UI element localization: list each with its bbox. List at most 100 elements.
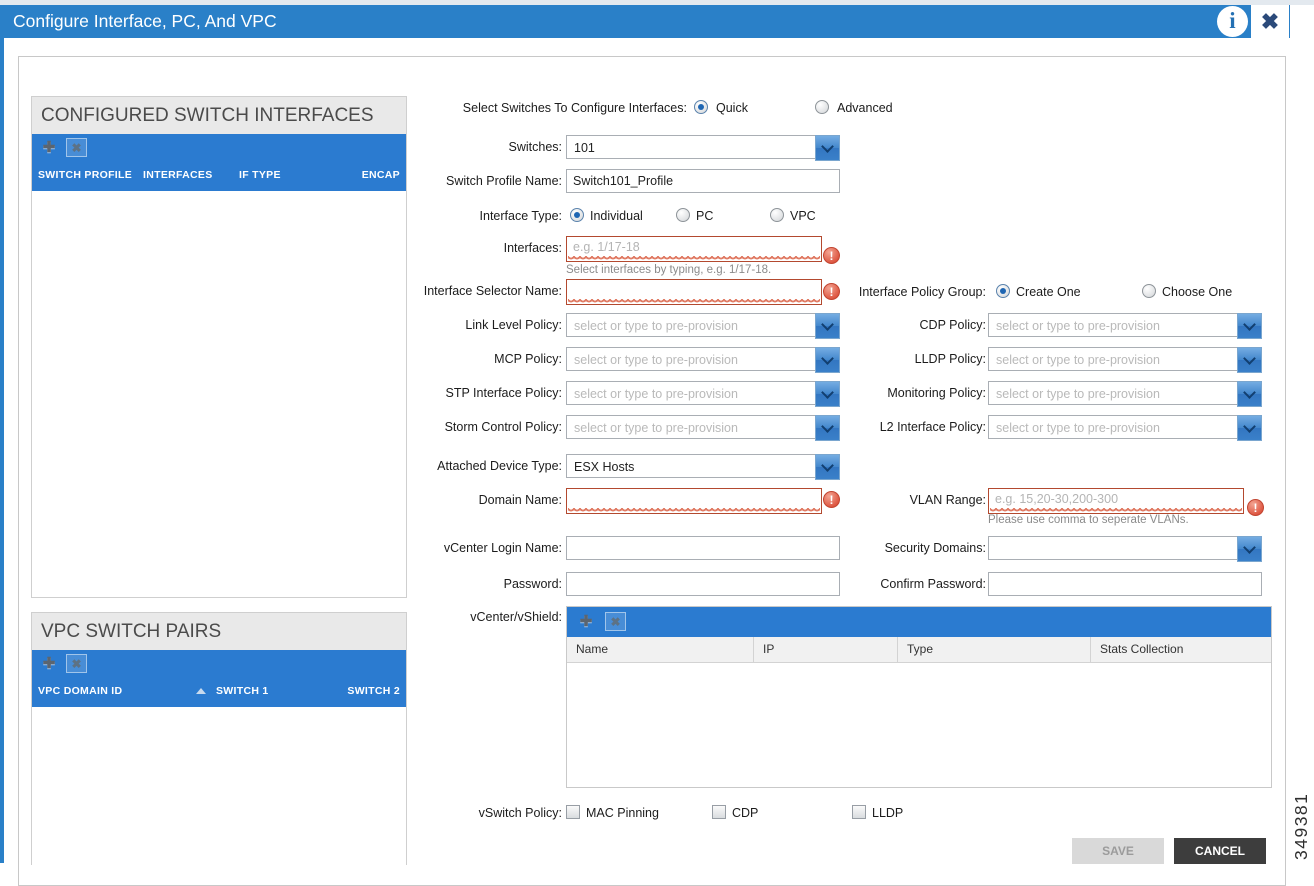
combo-placeholder: select or type to pre-provision — [574, 319, 738, 333]
cdp-checkbox-label[interactable]: CDP — [732, 806, 759, 820]
dropdown-button[interactable] — [1237, 347, 1262, 373]
pc-radio[interactable] — [676, 208, 690, 222]
interface-policy-group-label: Interface Policy Group: — [858, 285, 986, 299]
switches-dropdown[interactable]: 101 — [566, 135, 840, 161]
column-stats-collection[interactable]: Stats Collection — [1100, 642, 1184, 656]
switch-profile-name-label: Switch Profile Name: — [445, 174, 562, 188]
dropdown-button[interactable] — [815, 347, 840, 373]
switches-label: Switches: — [508, 140, 563, 154]
confirm-password-input[interactable] — [988, 572, 1262, 596]
cancel-button[interactable]: CANCEL — [1174, 838, 1266, 864]
monitoring-policy-dropdown[interactable]: select or type to pre-provision — [988, 381, 1262, 407]
info-icon[interactable]: i — [1217, 6, 1248, 37]
add-icon[interactable]: ✚ — [42, 655, 56, 672]
chevron-down-icon — [1243, 420, 1256, 433]
vcenter-login-name-label: vCenter Login Name: — [443, 541, 562, 555]
vcenter-vshield-header-row: Name IP Type Stats Collection — [567, 637, 1271, 663]
switches-value: 101 — [574, 141, 595, 155]
dropdown-button[interactable] — [1237, 536, 1262, 562]
error-icon: ! — [823, 491, 840, 508]
dropdown-button[interactable] — [815, 415, 840, 441]
combo-placeholder: select or type to pre-provision — [996, 421, 1160, 435]
vpc-radio[interactable] — [770, 208, 784, 222]
column-switch-1[interactable]: SWITCH 1 — [216, 685, 269, 697]
column-ip[interactable]: IP — [754, 637, 898, 662]
security-domains-dropdown[interactable] — [988, 536, 1262, 562]
choose-one-radio-label[interactable]: Choose One — [1162, 285, 1233, 299]
interfaces-input[interactable] — [567, 237, 821, 257]
domain-name-input[interactable] — [567, 489, 821, 509]
l2-interface-policy-label: L2 Interface Policy: — [879, 420, 986, 434]
dropdown-button[interactable] — [815, 381, 840, 407]
csi-column-headers: SWITCH PROFILE INTERFACES IF TYPE ENCAP — [32, 162, 406, 191]
create-one-radio[interactable] — [996, 284, 1010, 298]
dropdown-button[interactable] — [815, 454, 840, 480]
vlan-range-label: VLAN Range: — [909, 493, 986, 507]
interface-selector-name-input[interactable] — [567, 280, 821, 300]
storm-control-policy-label: Storm Control Policy: — [444, 420, 562, 434]
pc-radio-label[interactable]: PC — [696, 209, 714, 223]
mac-pinning-checkbox-label[interactable]: MAC Pinning — [586, 806, 659, 820]
password-input[interactable] — [566, 572, 840, 596]
save-button[interactable]: SAVE — [1072, 838, 1164, 864]
vswitch-policy-label: vSwitch Policy: — [478, 806, 562, 820]
error-icon: ! — [823, 247, 840, 264]
top-strip — [0, 0, 1314, 5]
stp-interface-policy-dropdown[interactable]: select or type to pre-provision — [566, 381, 840, 407]
column-interfaces[interactable]: INTERFACES — [143, 169, 213, 181]
link-level-policy-label: Link Level Policy: — [465, 318, 562, 332]
vlan-range-input[interactable] — [989, 489, 1243, 509]
error-icon: ! — [1247, 499, 1264, 516]
cdp-policy-dropdown[interactable]: select or type to pre-provision — [988, 313, 1262, 339]
quick-radio[interactable] — [694, 100, 708, 114]
advanced-radio[interactable] — [815, 100, 829, 114]
dropdown-button[interactable] — [1237, 381, 1262, 407]
add-icon[interactable]: ✚ — [42, 139, 56, 156]
quick-radio-label[interactable]: Quick — [716, 101, 748, 115]
column-name[interactable]: Name — [567, 637, 754, 662]
column-type[interactable]: Type — [898, 637, 1091, 662]
delete-icon[interactable]: ✖ — [66, 138, 87, 157]
lldp-checkbox-label[interactable]: LLDP — [872, 806, 904, 820]
vpc-radio-label[interactable]: VPC — [790, 209, 816, 223]
individual-radio[interactable] — [570, 208, 584, 222]
cdp-checkbox[interactable] — [712, 805, 726, 819]
column-switch-2[interactable]: SWITCH 2 — [347, 685, 400, 697]
lldp-checkbox[interactable] — [852, 805, 866, 819]
dropdown-button[interactable] — [815, 135, 840, 161]
column-vpc-domain-id[interactable]: VPC DOMAIN ID — [38, 685, 123, 697]
l2-interface-policy-dropdown[interactable]: select or type to pre-provision — [988, 415, 1262, 441]
chevron-down-icon — [1243, 386, 1256, 399]
link-level-policy-dropdown[interactable]: select or type to pre-provision — [566, 313, 840, 339]
vcenter-login-name-input[interactable] — [566, 536, 840, 560]
choose-one-radio[interactable] — [1142, 284, 1156, 298]
close-icon[interactable]: ✖ — [1251, 5, 1289, 38]
vpc-switch-pairs-panel: VPC SWITCH PAIRS ✚ ✖ VPC DOMAIN ID SWITC… — [31, 612, 407, 865]
advanced-radio-label[interactable]: Advanced — [837, 101, 893, 115]
interface-selector-name-label: Interface Selector Name: — [423, 284, 562, 298]
mac-pinning-checkbox[interactable] — [566, 805, 580, 819]
dropdown-button[interactable] — [1237, 415, 1262, 441]
vpc-toolbar: ✚ ✖ — [32, 650, 406, 678]
delete-icon[interactable]: ✖ — [66, 654, 87, 673]
dropdown-button[interactable] — [1237, 313, 1262, 339]
vpc-column-headers: VPC DOMAIN ID SWITCH 1 SWITCH 2 — [32, 678, 406, 707]
lldp-policy-dropdown[interactable]: select or type to pre-provision — [988, 347, 1262, 373]
vcenter-vshield-label: vCenter/vShield: — [470, 610, 562, 624]
add-icon[interactable]: ✚ — [579, 613, 593, 630]
switch-profile-name-input[interactable] — [566, 169, 840, 193]
dropdown-button[interactable] — [815, 313, 840, 339]
create-one-radio-label[interactable]: Create One — [1016, 285, 1081, 299]
vlan-range-field — [988, 488, 1244, 514]
mcp-policy-dropdown[interactable]: select or type to pre-provision — [566, 347, 840, 373]
individual-radio-label[interactable]: Individual — [590, 209, 643, 223]
combo-placeholder: select or type to pre-provision — [996, 387, 1160, 401]
attached-device-type-dropdown[interactable]: ESX Hosts — [566, 454, 840, 480]
column-if-type[interactable]: IF TYPE — [239, 169, 281, 181]
figure-number: 349381 — [1291, 792, 1311, 860]
column-switch-profile[interactable]: SWITCH PROFILE — [38, 169, 133, 181]
combo-placeholder: select or type to pre-provision — [996, 319, 1160, 333]
delete-icon[interactable]: ✖ — [605, 612, 626, 631]
column-encap[interactable]: ENCAP — [361, 169, 400, 181]
storm-control-policy-dropdown[interactable]: select or type to pre-provision — [566, 415, 840, 441]
